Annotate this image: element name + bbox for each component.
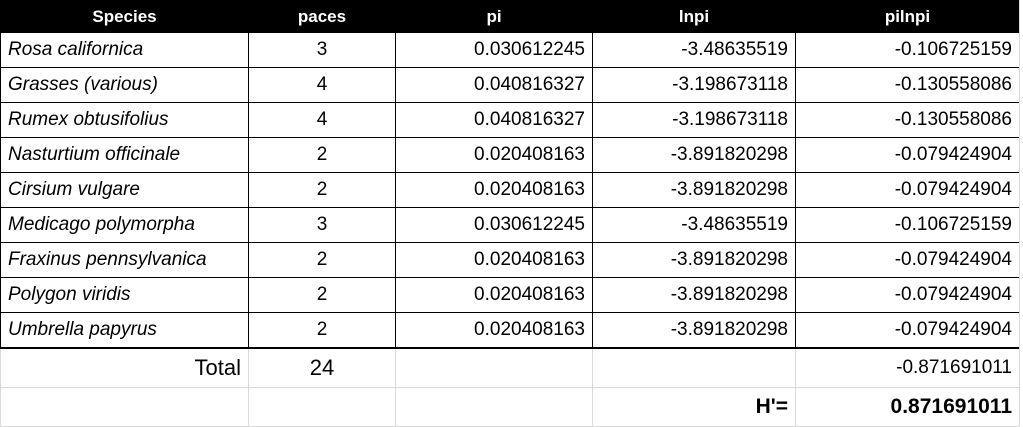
cell-lnpi[interactable]: -3.891820298	[592, 172, 796, 208]
cell-paces[interactable]: 2	[248, 242, 396, 278]
cell-paces[interactable]: 4	[248, 102, 396, 138]
h-index-label[interactable]: H'=	[592, 387, 796, 427]
cell-lnpi[interactable]: -3.48635519	[592, 32, 796, 68]
cell-paces[interactable]: 2	[248, 137, 396, 173]
header-species[interactable]: Species	[0, 0, 249, 33]
cell-lnpi[interactable]: -3.198673118	[592, 102, 796, 138]
cell-pi[interactable]: 0.030612245	[395, 207, 593, 243]
header-paces[interactable]: paces	[248, 0, 396, 33]
cell-species[interactable]: Rumex obtusifolius	[0, 102, 249, 138]
table-row: Cirsium vulgare 2 0.020408163 -3.891820298-…	[0, 172, 1020, 208]
table-row: Rumex obtusifolius 4 0.040816327 -3.1986731…	[0, 102, 1020, 138]
cell-pilnpi[interactable]: -0.106725159	[795, 32, 1020, 68]
cell-pi[interactable]: 0.020408163	[395, 312, 593, 349]
header-lnpi[interactable]: lnpi	[592, 0, 796, 33]
total-paces[interactable]: 24	[248, 347, 396, 388]
cell-species[interactable]: Fraxinus pennsylvanica	[0, 242, 249, 278]
cell-paces[interactable]: 3	[248, 32, 396, 68]
cell-pi[interactable]: 0.020408163	[395, 242, 593, 278]
table-row: Rosa californica 3 0.030612245 -3.48635519-…	[0, 32, 1020, 68]
cell-lnpi[interactable]: -3.891820298	[592, 242, 796, 278]
h-index-value[interactable]: 0.871691011	[795, 387, 1020, 427]
cell-lnpi[interactable]: -3.891820298	[592, 137, 796, 173]
empty-cell[interactable]	[592, 347, 796, 388]
cell-pi[interactable]: 0.020408163	[395, 277, 593, 313]
cell-lnpi[interactable]: -3.891820298	[592, 312, 796, 349]
cell-pi[interactable]: 0.040816327	[395, 102, 593, 138]
empty-cell[interactable]	[248, 387, 396, 427]
empty-cell[interactable]	[395, 347, 593, 388]
cell-pi[interactable]: 0.030612245	[395, 32, 593, 68]
table-row: Umbrella papyrus 2 0.020408163 -3.891820298…	[0, 312, 1020, 349]
cell-species[interactable]: Polygon viridis	[0, 277, 249, 313]
cell-pilnpi[interactable]: -0.079424904	[795, 137, 1020, 173]
cell-species[interactable]: Rosa californica	[0, 32, 249, 68]
cell-species[interactable]: Umbrella papyrus	[0, 312, 249, 349]
cell-paces[interactable]: 3	[248, 207, 396, 243]
cell-pilnpi[interactable]: -0.079424904	[795, 242, 1020, 278]
table-row: Fraxinus pennsylvanica 2 0.020408163 -3.891…	[0, 242, 1020, 278]
total-label[interactable]: Total	[0, 347, 249, 388]
cell-pilnpi[interactable]: -0.130558086	[795, 102, 1020, 138]
cell-pi[interactable]: 0.020408163	[395, 172, 593, 208]
header-pi[interactable]: pi	[395, 0, 593, 33]
cell-pi[interactable]: 0.040816327	[395, 67, 593, 103]
cell-species[interactable]: Grasses (various)	[0, 67, 249, 103]
empty-cell[interactable]	[395, 387, 593, 427]
cell-pilnpi[interactable]: -0.079424904	[795, 277, 1020, 313]
cell-pilnpi[interactable]: -0.106725159	[795, 207, 1020, 243]
cell-pilnpi[interactable]: -0.130558086	[795, 67, 1020, 103]
cell-lnpi[interactable]: -3.198673118	[592, 67, 796, 103]
cell-pilnpi[interactable]: -0.079424904	[795, 312, 1020, 349]
cell-paces[interactable]: 4	[248, 67, 396, 103]
cell-pilnpi[interactable]: -0.079424904	[795, 172, 1020, 208]
cell-species[interactable]: Nasturtium officinale	[0, 137, 249, 173]
cell-lnpi[interactable]: -3.891820298	[592, 277, 796, 313]
h-index-row: H'= 0.871691011	[0, 387, 1020, 427]
header-row: Species paces pi lnpi pilnpi	[0, 0, 1020, 33]
table-row: Nasturtium officinale 2 0.020408163 -3.8918…	[0, 137, 1020, 173]
cell-pi[interactable]: 0.020408163	[395, 137, 593, 173]
empty-cell[interactable]	[0, 387, 249, 427]
cell-paces[interactable]: 2	[248, 172, 396, 208]
total-pilnpi[interactable]: -0.871691011	[795, 347, 1020, 388]
table-row: Medicago polymorpha 3 0.030612245 -3.486355…	[0, 207, 1020, 243]
grid-edge	[1019, 0, 1023, 427]
cell-species[interactable]: Cirsium vulgare	[0, 172, 249, 208]
header-pilnpi[interactable]: pilnpi	[795, 0, 1020, 33]
total-row: Total 24 -0.871691011	[0, 347, 1020, 388]
cell-lnpi[interactable]: -3.48635519	[592, 207, 796, 243]
table-row: Polygon viridis 2 0.020408163 -3.891820298-…	[0, 277, 1020, 313]
cell-species[interactable]: Medicago polymorpha	[0, 207, 249, 243]
table-row: Grasses (various) 4 0.040816327 -3.19867311…	[0, 67, 1020, 103]
cell-paces[interactable]: 2	[248, 312, 396, 349]
cell-paces[interactable]: 2	[248, 277, 396, 313]
